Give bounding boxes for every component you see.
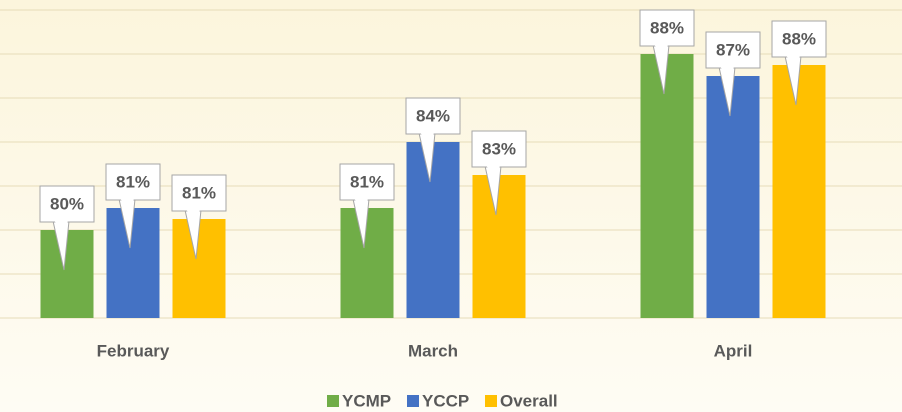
legend-label: YCMP xyxy=(342,391,391,410)
x-tick-label: April xyxy=(714,341,753,360)
data-label: 84% xyxy=(416,106,450,125)
callout-box xyxy=(705,31,761,69)
callout-box xyxy=(105,163,161,201)
data-label: 81% xyxy=(350,172,384,191)
x-tick-label: March xyxy=(408,341,458,360)
callout-box xyxy=(339,163,395,201)
legend-swatch xyxy=(407,395,419,407)
data-label: 80% xyxy=(50,194,84,213)
callout-box xyxy=(471,130,527,168)
callout-joint xyxy=(720,66,734,79)
callout-joint xyxy=(786,55,800,68)
callout-box xyxy=(39,185,95,223)
bar xyxy=(772,65,826,318)
legend-swatch xyxy=(327,395,339,407)
data-label: 88% xyxy=(782,29,816,48)
callout-joint xyxy=(486,165,500,178)
callout-joint xyxy=(186,209,200,222)
callout-joint xyxy=(420,132,434,145)
callout-joint xyxy=(120,198,134,211)
bar xyxy=(340,208,394,318)
callout-box xyxy=(405,97,461,135)
data-label: 81% xyxy=(182,183,216,202)
callout-joint xyxy=(354,198,368,211)
bar xyxy=(640,54,694,318)
bar xyxy=(406,142,460,318)
legend-swatch xyxy=(485,395,497,407)
x-tick-label: February xyxy=(97,341,170,360)
callout-joint xyxy=(654,44,668,57)
callout-joint xyxy=(54,220,68,233)
bar xyxy=(706,76,760,318)
callout-box xyxy=(639,9,695,47)
bar xyxy=(106,208,160,318)
data-label: 88% xyxy=(650,18,684,37)
data-label: 83% xyxy=(482,139,516,158)
legend-label: YCCP xyxy=(422,391,469,410)
data-label: 81% xyxy=(116,172,150,191)
data-label: 87% xyxy=(716,40,750,59)
bar xyxy=(172,219,226,318)
callout-box xyxy=(171,174,227,212)
legend-label: Overall xyxy=(500,391,558,410)
bar xyxy=(472,175,526,318)
